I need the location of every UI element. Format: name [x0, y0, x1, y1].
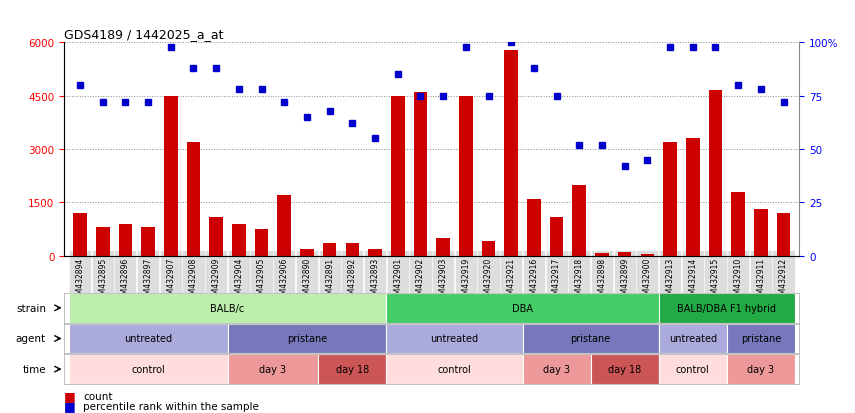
Text: day 3: day 3: [259, 364, 286, 374]
Text: day 18: day 18: [336, 364, 369, 374]
Bar: [68, 354, 227, 384]
Bar: [727, 354, 795, 384]
Text: ■: ■: [64, 399, 76, 412]
Text: untreated: untreated: [669, 334, 716, 344]
Bar: [96, 228, 109, 256]
Text: GDS4189 / 1442025_a_at: GDS4189 / 1442025_a_at: [64, 28, 224, 41]
Bar: [591, 354, 658, 384]
Bar: [595, 253, 609, 256]
Bar: [232, 224, 245, 256]
Bar: [522, 354, 591, 384]
Bar: [709, 91, 722, 256]
Text: control: control: [131, 364, 165, 374]
Bar: [278, 196, 291, 256]
Text: DBA: DBA: [512, 303, 533, 313]
Bar: [345, 244, 359, 256]
Bar: [754, 210, 768, 256]
Bar: [414, 93, 428, 256]
Bar: [731, 192, 745, 256]
Bar: [227, 354, 318, 384]
Text: count: count: [83, 391, 113, 401]
Bar: [186, 142, 200, 256]
Bar: [209, 217, 223, 256]
Bar: [391, 97, 404, 256]
Bar: [658, 324, 727, 354]
Bar: [727, 324, 795, 354]
Text: time: time: [22, 364, 46, 374]
Bar: [227, 324, 386, 354]
Text: untreated: untreated: [430, 334, 479, 344]
Bar: [776, 214, 790, 256]
Bar: [436, 238, 450, 256]
Bar: [573, 185, 586, 256]
Bar: [663, 142, 677, 256]
Text: pristane: pristane: [570, 334, 610, 344]
Bar: [522, 324, 658, 354]
Bar: [369, 249, 382, 256]
Text: strain: strain: [16, 303, 46, 313]
Text: percentile rank within the sample: percentile rank within the sample: [83, 401, 259, 411]
Bar: [300, 249, 314, 256]
Text: day 3: day 3: [747, 364, 775, 374]
Text: day 3: day 3: [543, 364, 570, 374]
Bar: [527, 199, 540, 256]
Bar: [640, 254, 654, 256]
Bar: [686, 139, 699, 256]
Text: ■: ■: [64, 389, 76, 402]
Text: pristane: pristane: [740, 334, 781, 344]
Text: untreated: untreated: [124, 334, 172, 344]
Bar: [658, 354, 727, 384]
Text: pristane: pristane: [286, 334, 327, 344]
Text: BALB/DBA F1 hybrid: BALB/DBA F1 hybrid: [677, 303, 776, 313]
Bar: [504, 50, 518, 256]
Bar: [386, 324, 522, 354]
Text: BALB/c: BALB/c: [210, 303, 245, 313]
Text: control: control: [438, 364, 471, 374]
Bar: [323, 244, 337, 256]
Text: day 18: day 18: [608, 364, 641, 374]
Bar: [164, 97, 178, 256]
Bar: [386, 354, 522, 384]
Bar: [68, 293, 386, 323]
Bar: [255, 230, 268, 256]
Bar: [68, 324, 227, 354]
Bar: [141, 228, 155, 256]
Bar: [386, 293, 658, 323]
Bar: [459, 97, 473, 256]
Bar: [74, 214, 87, 256]
Bar: [550, 217, 563, 256]
Text: control: control: [676, 364, 710, 374]
Bar: [481, 242, 495, 256]
Bar: [658, 293, 795, 323]
Text: agent: agent: [16, 334, 46, 344]
Bar: [318, 354, 386, 384]
Bar: [618, 252, 632, 256]
Bar: [119, 224, 133, 256]
